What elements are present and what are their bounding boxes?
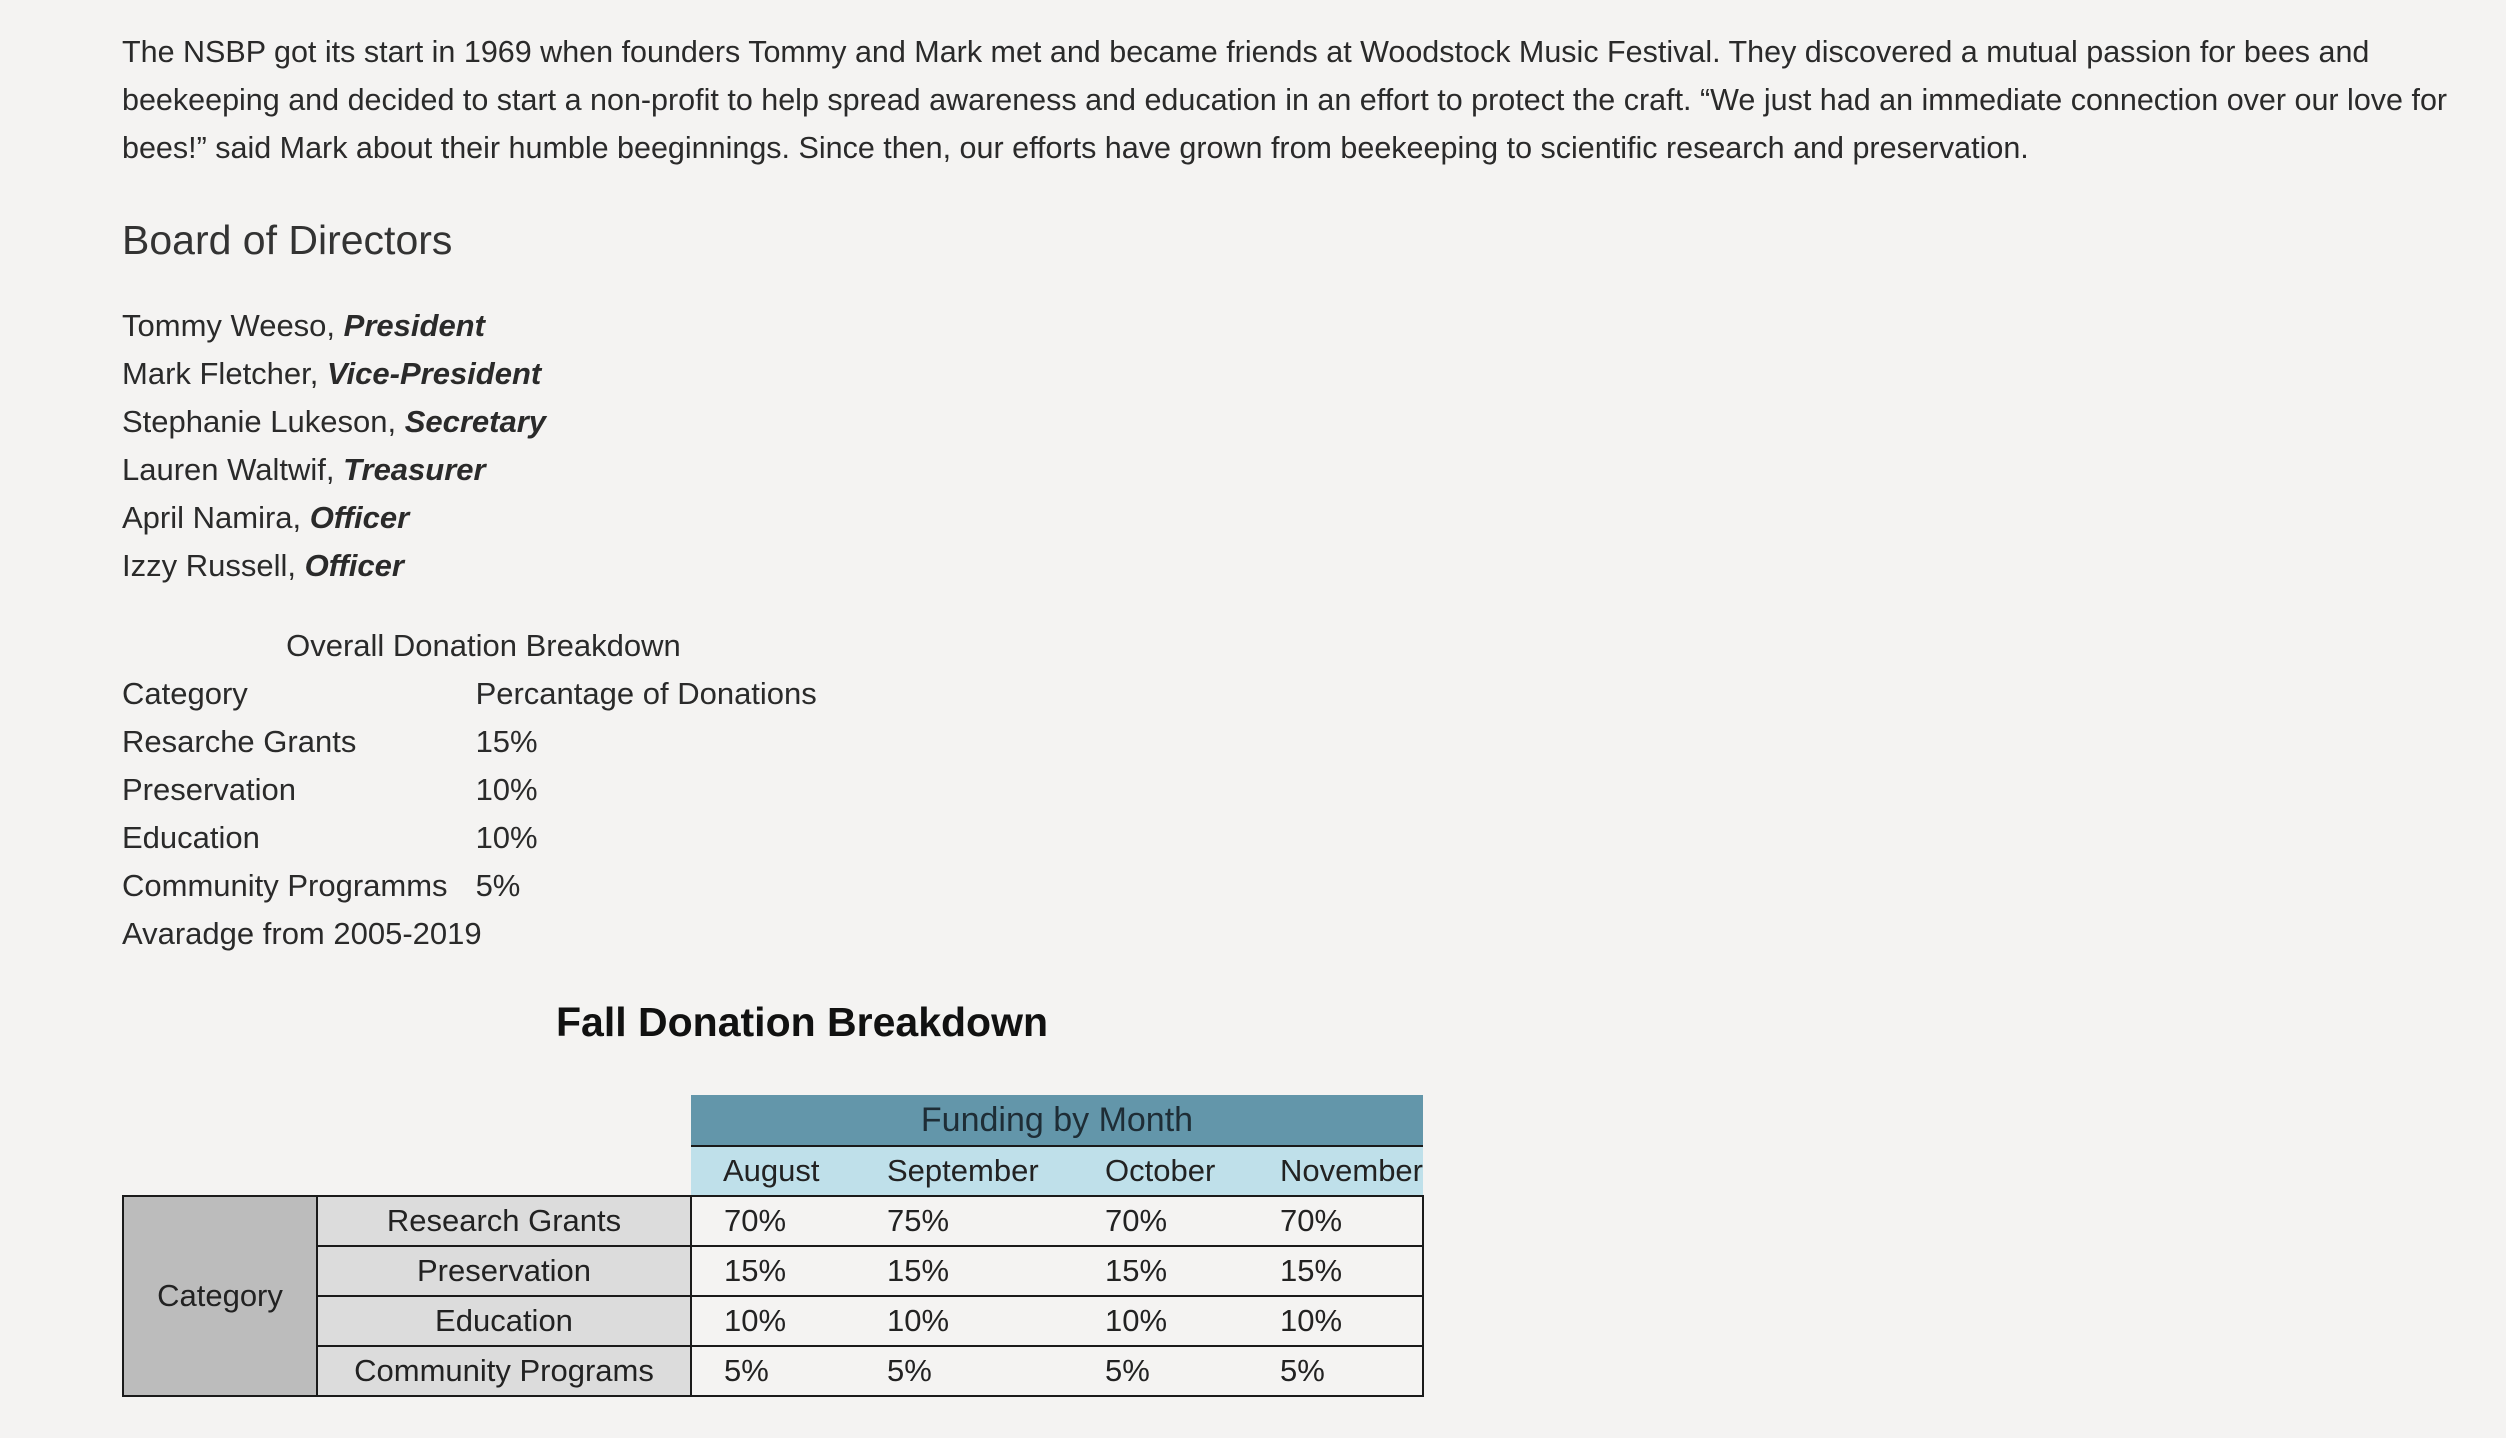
value-cell: 70%: [1248, 1195, 1424, 1247]
category-name-cell: Education: [316, 1295, 692, 1347]
percentage-cell: 5%: [475, 868, 521, 903]
value-cell: 5%: [1073, 1345, 1248, 1397]
category-cell: Resarche Grants: [122, 724, 357, 759]
value-cell: 15%: [855, 1245, 1073, 1297]
member-role: Officer: [309, 500, 410, 535]
row-group-label: Category: [122, 1195, 318, 1397]
board-member: Mark Fletcher, Vice-President: [122, 350, 2506, 398]
table-row: Community Programs 5% 5% 5% 5%: [123, 1345, 1424, 1397]
column-header-percentage: Percantage of Donations: [475, 676, 817, 711]
member-name: Tommy Weeso,: [122, 308, 336, 343]
table-row: Education 10% 10% 10% 10%: [123, 1295, 1424, 1347]
intro-paragraph: The NSBP got its start in 1969 when foun…: [122, 35, 2448, 165]
month-header-september: September: [855, 1146, 1073, 1196]
member-name: Stephanie Lukeson,: [122, 404, 397, 439]
table-row: Resarche Grants 15%: [122, 718, 845, 766]
member-name: Lauren Waltwif,: [122, 452, 335, 487]
value-cell: 70%: [690, 1195, 855, 1247]
table-row: Education 10%: [122, 814, 845, 862]
category-name-cell: Community Programs: [316, 1345, 692, 1397]
member-role: Secretary: [404, 404, 547, 439]
value-cell: 15%: [690, 1245, 855, 1297]
board-title: Board of Directors: [122, 217, 453, 263]
member-name: April Namira,: [122, 500, 302, 535]
percentage-cell: 15%: [475, 724, 538, 759]
value-cell: 10%: [690, 1295, 855, 1347]
board-member: Izzy Russell, Officer: [122, 542, 2506, 590]
percentage-cell: 10%: [475, 820, 538, 855]
value-cell: 5%: [855, 1345, 1073, 1397]
blank-corner: [123, 1146, 691, 1196]
column-header-category: Category: [122, 676, 248, 711]
blank-corner: [123, 1095, 691, 1146]
table-header-row: Category Percantage of Donations: [122, 670, 845, 718]
month-header-october: October: [1073, 1146, 1248, 1196]
board-member: Lauren Waltwif, Treasurer: [122, 446, 2506, 494]
value-cell: 15%: [1248, 1245, 1424, 1297]
table-row: Community Programms 5%: [122, 862, 845, 910]
category-name-cell: Research Grants: [316, 1195, 692, 1247]
value-cell: 5%: [1248, 1345, 1424, 1397]
group-header-row: Funding by Month: [123, 1095, 1423, 1147]
category-name-cell: Preservation: [316, 1245, 692, 1297]
table-footer-row: Avaradge from 2005-2019: [122, 910, 845, 958]
value-cell: 75%: [855, 1195, 1073, 1247]
member-role: Vice-President: [327, 356, 542, 391]
fall-donation-table: Funding by Month August September Octobe…: [122, 1095, 1424, 1397]
board-member: Tommy Weeso, President: [122, 302, 2506, 350]
value-cell: 10%: [1073, 1295, 1248, 1347]
member-name: Mark Fletcher,: [122, 356, 319, 391]
value-cell: 70%: [1073, 1195, 1248, 1247]
value-cell: 5%: [690, 1345, 855, 1397]
board-member: Stephanie Lukeson, Secretary: [122, 398, 2506, 446]
table-row: Category Research Grants 70% 75% 70% 70%: [122, 1195, 1424, 1397]
member-role: President: [343, 308, 485, 343]
member-role: Officer: [304, 548, 404, 583]
funding-by-month-header: Funding by Month: [691, 1095, 1423, 1147]
member-name: Izzy Russell,: [122, 548, 296, 583]
category-cell: Community Programms: [122, 868, 448, 903]
overall-donation-table: Overall Donation Breakdown Category Perc…: [122, 622, 845, 958]
board-list: Tommy Weeso, President Mark Fletcher, Vi…: [122, 302, 2506, 590]
category-cell: Education: [122, 820, 260, 855]
overall-table-footer: Avaradge from 2005-2019: [122, 916, 482, 951]
overall-table-caption: Overall Donation Breakdown: [286, 628, 681, 663]
value-cell: 10%: [1248, 1295, 1424, 1347]
month-header-november: November: [1248, 1146, 1423, 1196]
fall-table-title: Fall Donation Breakdown: [556, 999, 1049, 1045]
board-member: April Namira, Officer: [122, 494, 2506, 542]
month-header-row: August September October November: [123, 1146, 1423, 1196]
percentage-cell: 10%: [475, 772, 538, 807]
table-row: Preservation 15% 15% 15% 15%: [123, 1245, 1424, 1297]
table-row: Preservation 10%: [122, 766, 845, 814]
value-cell: 15%: [1073, 1245, 1248, 1297]
month-header-august: August: [691, 1146, 855, 1196]
member-role: Treasurer: [343, 452, 486, 487]
value-cell: 10%: [855, 1295, 1073, 1347]
category-cell: Preservation: [122, 772, 297, 807]
